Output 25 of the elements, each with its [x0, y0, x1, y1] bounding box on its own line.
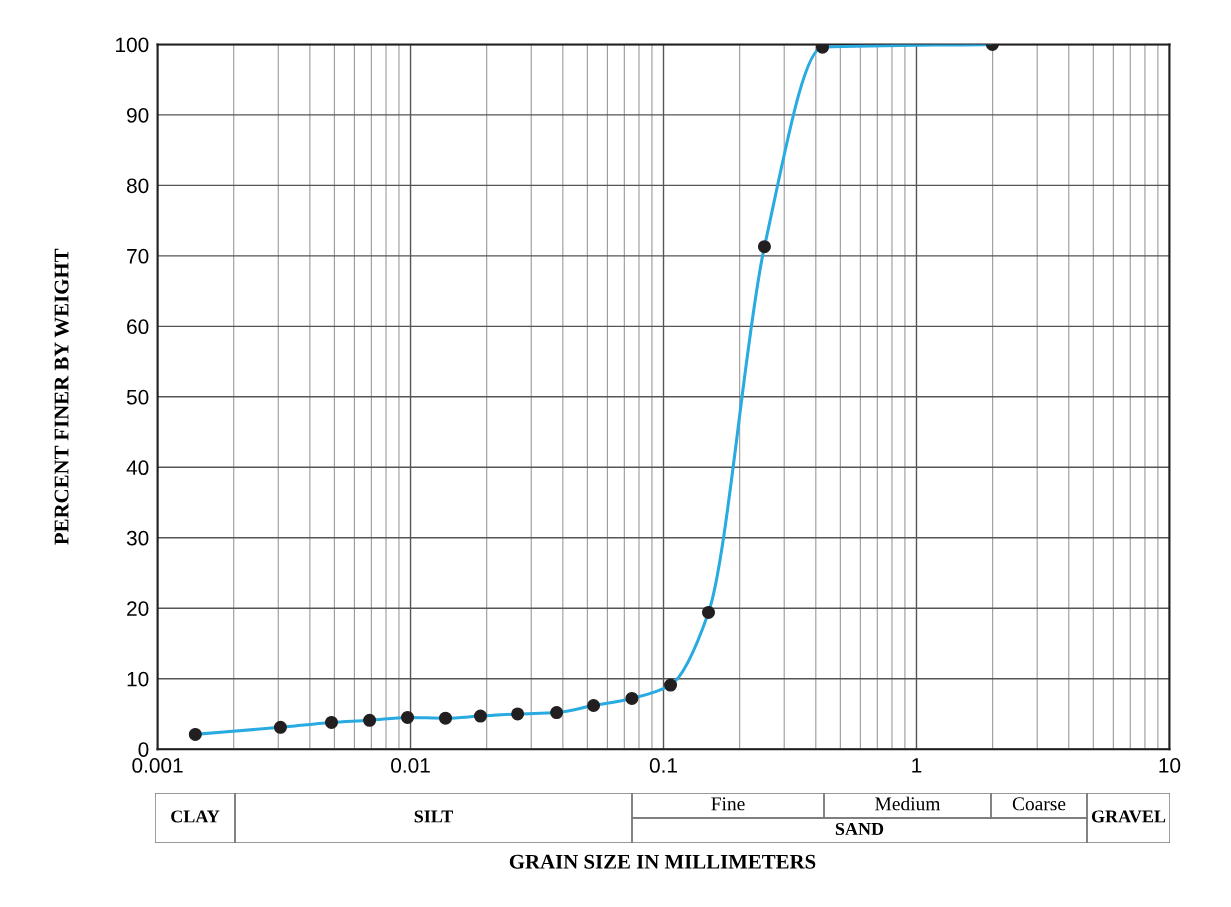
x-tick-label: 0.1: [649, 758, 677, 773]
text: Fine: [711, 797, 745, 811]
text: Medium: [875, 796, 941, 811]
y-tick-label: 10: [127, 671, 149, 687]
text: CLAY: [171, 810, 220, 823]
y-tick-label: 60: [127, 319, 149, 335]
y-axis-title: PERCENT FINER BY WEIGHT: [54, 248, 69, 545]
text: SILT: [414, 810, 453, 823]
x-tick-label: 10: [1159, 758, 1181, 773]
y-tick-label: 50: [126, 389, 149, 405]
y-tick-label: 20: [127, 601, 149, 616]
text: SAND: [835, 822, 884, 836]
y-tick-label: 0: [138, 742, 149, 757]
y-tick-label: 40: [126, 460, 149, 476]
x-tick-label: 1: [912, 758, 922, 773]
y-tick-label: 90: [127, 107, 149, 123]
x-tick-label: 0.01: [391, 758, 430, 773]
y-tick-label: 30: [126, 530, 149, 546]
text: GRAVEL: [1091, 810, 1166, 823]
y-tick-label: 70: [127, 248, 149, 264]
x-axis-title: GRAIN SIZE IN MILLIMETERS: [509, 854, 816, 869]
text: Coarse: [1012, 797, 1066, 811]
y-tick-label: 80: [126, 178, 149, 194]
x-tick-label: 0.001: [132, 758, 183, 773]
y-tick-label: 100: [116, 37, 149, 53]
